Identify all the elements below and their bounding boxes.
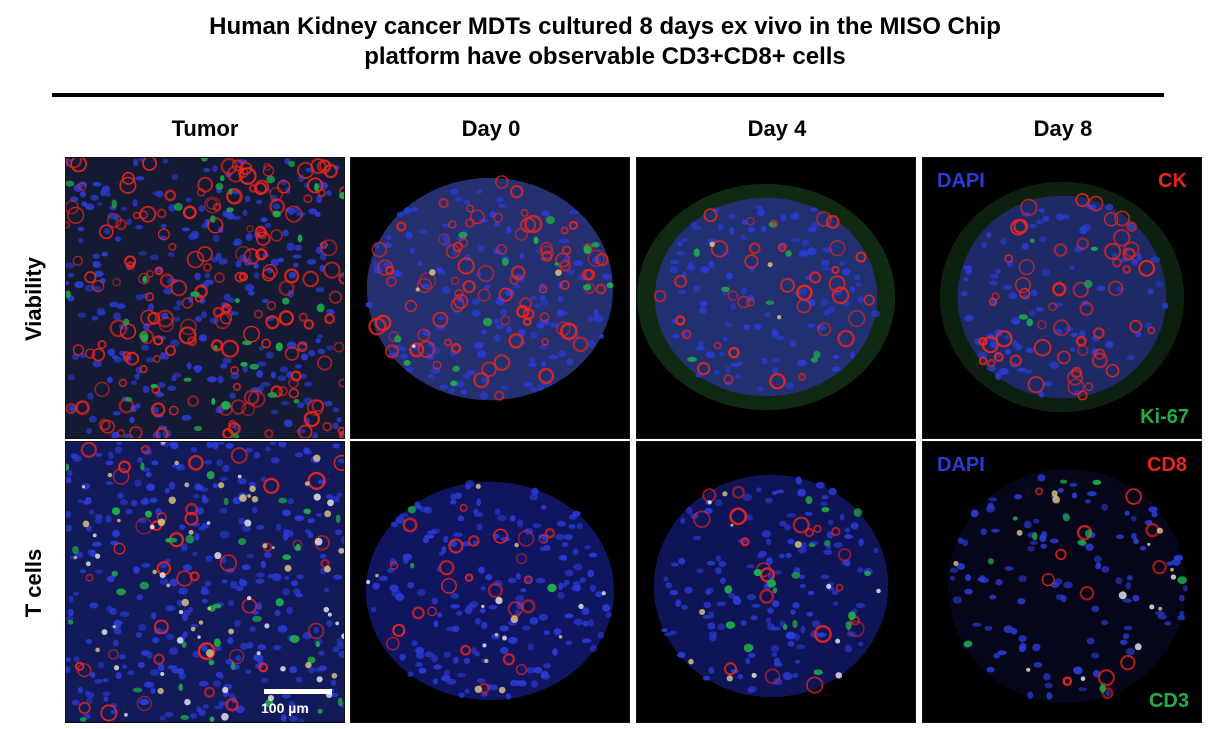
- column-header-day-0: Day 0: [461, 116, 521, 141]
- column-header-tumor: Tumor: [171, 116, 239, 141]
- micrograph-day0-viability: [365, 175, 614, 401]
- column-header-day-8: Day 8: [1033, 116, 1093, 141]
- panel-day0-tcells: [350, 441, 630, 723]
- legend-ck: CK: [1158, 170, 1187, 192]
- legend-dapi-viability: DAPI: [937, 170, 985, 192]
- row-header-viability: Viability: [21, 257, 46, 341]
- legend-cd3: CD3: [1148, 690, 1189, 712]
- micrograph-day8-viability: [939, 181, 1185, 413]
- micrograph-day8-tcells: [947, 468, 1189, 704]
- legend-dapi-tcells: DAPI: [937, 454, 985, 476]
- panel-day4-tcells: [636, 441, 916, 723]
- figure-title-line2: platform have observable CD3+CD8+ cells: [364, 43, 846, 70]
- legend-ki67: Ki-67: [1140, 406, 1189, 428]
- figure-title: Human Kidney cancer MDTs cultured 8 days…: [0, 12, 1210, 72]
- panel-day0-viability: [350, 157, 630, 439]
- scale-bar-label: 100 µm: [261, 700, 309, 716]
- micrograph-day4-viability: [637, 183, 896, 411]
- panel-day8-tcells: DAPI CD8 CD3: [922, 441, 1202, 723]
- panel-day8-viability: DAPI CK Ki-67: [922, 157, 1202, 439]
- micrograph-tumor-viability: [66, 158, 344, 438]
- micrograph-day4-tcells: [653, 474, 889, 698]
- figure-title-line1: Human Kidney cancer MDTs cultured 8 days…: [209, 13, 1001, 40]
- title-divider: [52, 93, 1164, 97]
- legend-cd8: CD8: [1146, 454, 1187, 476]
- panel-day4-viability: [636, 157, 916, 439]
- row-header-t-cells: T cells: [21, 548, 46, 618]
- scale-bar: [264, 689, 332, 694]
- panel-tumor-tcells: 100 µm: [65, 441, 345, 723]
- micrograph-tumor-tcells: [66, 442, 344, 722]
- panel-tumor-viability: [65, 157, 345, 439]
- micrograph-day0-tcells: [365, 479, 615, 701]
- column-header-day-4: Day 4: [747, 116, 807, 141]
